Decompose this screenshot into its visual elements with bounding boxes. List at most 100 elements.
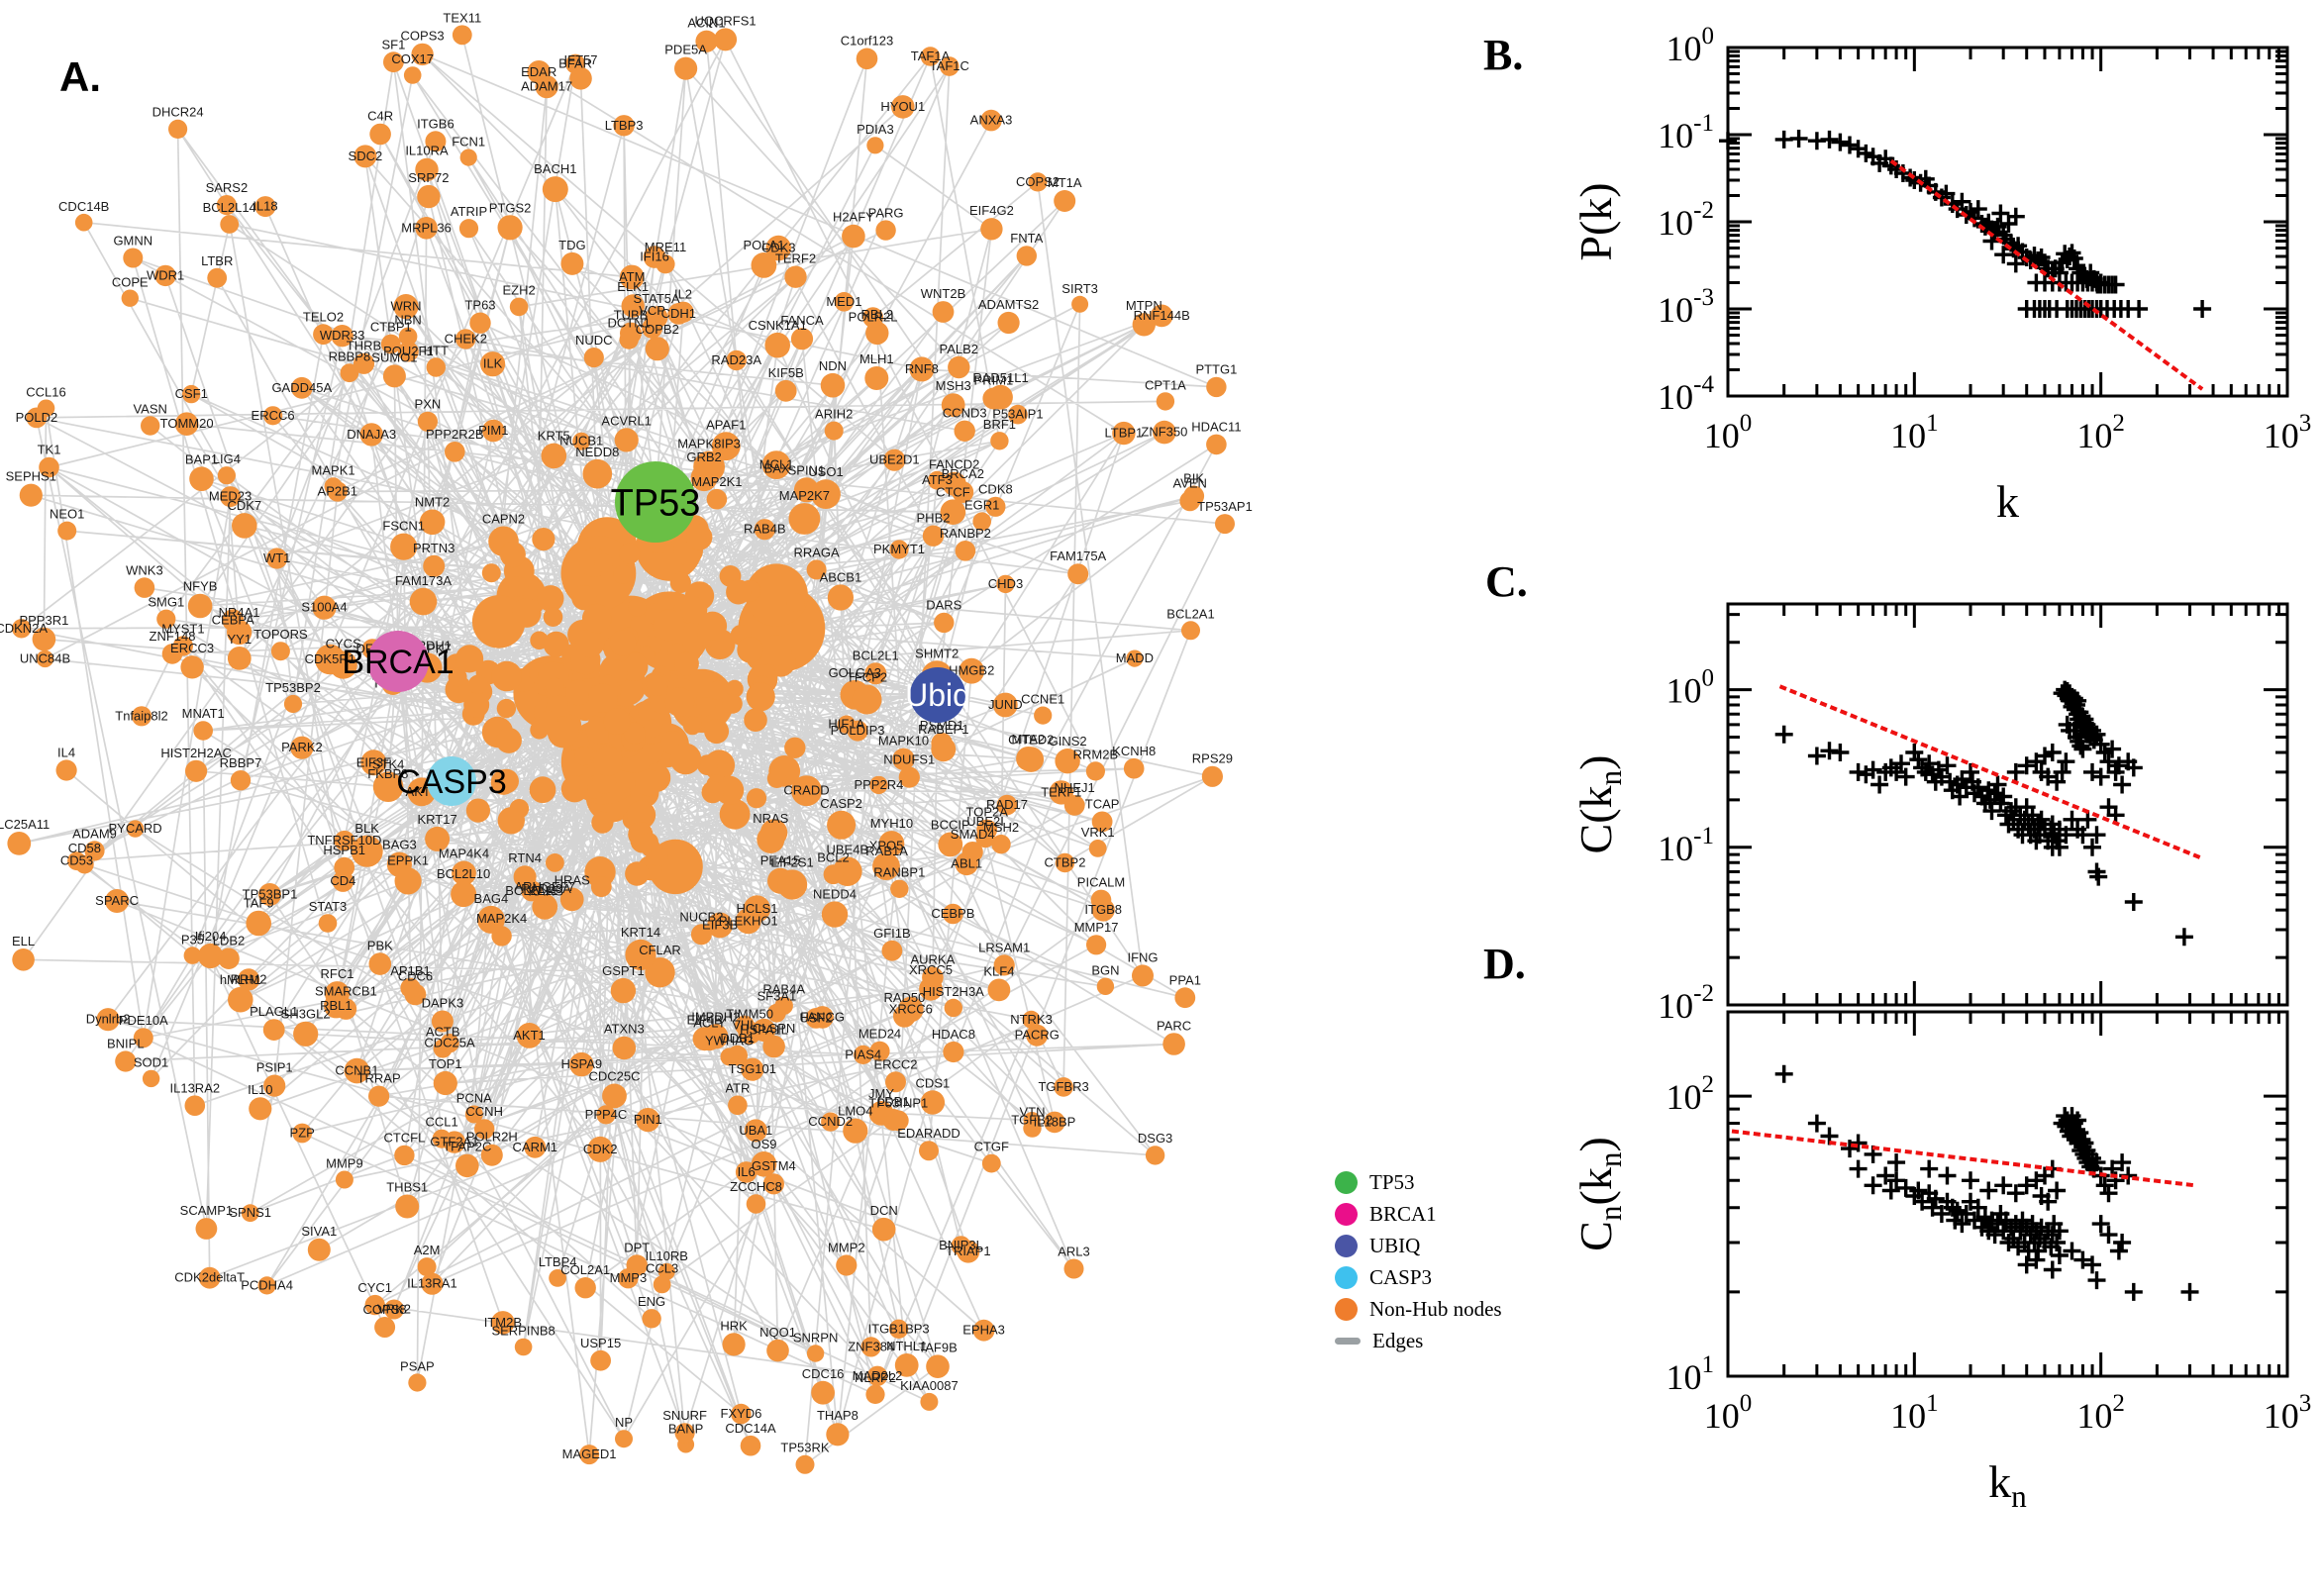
- network-node-label: TUBB: [614, 308, 649, 323]
- network-node-label: MNAT1: [182, 706, 225, 721]
- axis-ticks: [1726, 46, 2289, 398]
- network-node-label: POLD2: [16, 410, 58, 425]
- network-node-label: EZH2: [502, 283, 535, 298]
- hub-node-ubiq: [910, 667, 965, 723]
- network-node-label: NHEJ1: [1055, 780, 1095, 795]
- network-hub-nodes: TP53 BRCA1 CASP3 Ubiq: [342, 461, 970, 806]
- network-node-label: FKBP8: [367, 766, 408, 781]
- network-node-label: PCNA: [456, 1091, 492, 1106]
- network-node-label: XRCC5: [909, 962, 953, 977]
- svg-text:kn: kn: [1988, 1456, 2027, 1514]
- network-node-label: GSTM4: [752, 1158, 796, 1173]
- legend-label: BRCA1: [1369, 1202, 1437, 1226]
- network-node-label: POLDIP3: [831, 723, 885, 738]
- network-node-label: RAB4B: [744, 522, 786, 537]
- network-node-label: SHMT2: [915, 646, 959, 660]
- network-panel: TP53RK KIAA0087 THAP8 CDC14B CDC14A MAGED1 DHC…: [0, 10, 1253, 1474]
- svg-text:C(kn): C(kn): [1570, 755, 1628, 854]
- network-node-label: SEPHS1: [6, 469, 56, 484]
- network-node-label: NRAS: [753, 811, 788, 826]
- network-node-label: KRT14: [621, 925, 660, 940]
- network-node-label: WRN: [390, 299, 421, 314]
- network-node-label: TP63: [464, 298, 495, 313]
- svg-text:102: 102: [2076, 410, 2125, 455]
- network-node-label: UBA1: [739, 1123, 772, 1138]
- network-node-label: SLC25A11: [0, 817, 50, 832]
- svg-text:k: k: [1996, 476, 2019, 527]
- network-node-label: MYH10: [870, 816, 913, 831]
- hub-node-tp53: [615, 461, 696, 543]
- svg-text:P(k): P(k): [1570, 182, 1621, 260]
- network-node-label: CYC1: [357, 1280, 392, 1295]
- network-node-label: HMGB2: [949, 663, 994, 678]
- svg-text:101: 101: [1890, 1390, 1939, 1436]
- network-node-label: NP: [615, 1415, 633, 1430]
- network-node-label: HIST2H3A: [923, 984, 984, 999]
- network-node-label: MED24: [858, 1027, 901, 1042]
- network-node-label: WDR1: [147, 267, 184, 282]
- network-node-label: Dynlrb2: [86, 1012, 131, 1027]
- network-node-label: PLAGL1: [250, 1004, 298, 1019]
- network-node-label: VCP: [639, 303, 665, 318]
- network-node-label: PXN: [415, 397, 442, 412]
- network-node-label: LDB1: [877, 1094, 910, 1109]
- network-node-label: AKT1: [513, 1028, 546, 1043]
- network-node-label: USO1: [808, 464, 843, 479]
- network-node-label: COL2A1: [560, 1262, 610, 1277]
- network-node-label: BCL2A1: [1166, 606, 1214, 621]
- network-node-label: KLF4: [983, 964, 1014, 979]
- network-node-label: MTA2: [1012, 732, 1046, 747]
- network-node-label: CD58: [68, 841, 101, 855]
- network-node-label: ACLY: [693, 1015, 726, 1030]
- network-node-label: CDKN2A: [0, 621, 48, 636]
- network-node-label: HCLS1: [737, 901, 778, 916]
- ubiq-dot-icon: [1335, 1235, 1358, 1257]
- network-node-label: OS9: [751, 1137, 776, 1151]
- network-node-label: HDAC8: [932, 1027, 975, 1042]
- network-node-label: CYCS: [326, 637, 361, 651]
- network-node-label: ARHGEF7: [514, 879, 574, 894]
- network-node-label: USF2: [799, 1010, 832, 1025]
- network-node-label: CARM1: [513, 1140, 558, 1154]
- panel-a-label: A.: [59, 53, 101, 100]
- network-node-label: DSG3: [1138, 1131, 1172, 1146]
- network-node-label: COPS8: [363, 1302, 407, 1317]
- network-node-label: MMP3: [610, 1270, 648, 1285]
- brca1-dot-icon: [1335, 1203, 1358, 1226]
- network-node-label: CD53: [60, 853, 93, 868]
- network-node-label: LTBP3: [605, 118, 644, 133]
- network-node-label: MSH2: [983, 820, 1019, 835]
- network-node-label: TK1: [38, 443, 61, 457]
- network-node-label: DCN: [870, 1203, 898, 1218]
- chart-panel-c: 100 10-1 10-2 C(kn): [1570, 602, 2289, 1026]
- network-node-label: TGFB2: [1011, 1113, 1053, 1128]
- network-node-label: CEBPB: [931, 906, 974, 921]
- network-node-label: LIG4: [213, 451, 241, 466]
- network-node-label: PKMYT1: [873, 542, 925, 556]
- network-node-labels: TP53RK KIAA0087 THAP8 CDC14B CDC14A MAGED1 DHC…: [0, 10, 1253, 1461]
- network-node-label: RPS29: [1192, 751, 1233, 766]
- network-node-label: ATM: [619, 269, 645, 284]
- network-node-label: TCAP: [1085, 797, 1120, 812]
- network-node-label: WT1: [263, 550, 290, 565]
- network-node-label: RANBP2: [940, 526, 991, 541]
- network-node-label: TFAP2C: [443, 1140, 491, 1154]
- network-node-label: CAPN2: [482, 512, 525, 527]
- svg-text:Cn(kn): Cn(kn): [1570, 1137, 1628, 1251]
- network-node-label: BCL2L1: [853, 648, 899, 662]
- network-node-label: RAD23A: [521, 881, 571, 896]
- network-node-label: BFAR: [558, 56, 592, 71]
- network-node-label: HDAC11: [1191, 420, 1241, 435]
- network-node-label: RAD50: [883, 990, 925, 1005]
- network-node-label: PRIM1: [974, 373, 1014, 388]
- network-node-label: FANCA: [780, 313, 824, 328]
- legend-item-casp3: CASP3: [1335, 1265, 1502, 1290]
- network-node-label: MED23: [209, 489, 252, 504]
- network-node-label: TOPORS: [253, 627, 308, 642]
- network-node-label: THBS1: [386, 1180, 428, 1195]
- network-node-label: ADAM17: [521, 79, 572, 94]
- svg-text:102: 102: [1666, 1071, 1715, 1117]
- network-node-label: USP15: [580, 1336, 621, 1350]
- network-node-label: LTBP1: [1105, 426, 1144, 441]
- network-node-label: PIN1: [634, 1112, 662, 1127]
